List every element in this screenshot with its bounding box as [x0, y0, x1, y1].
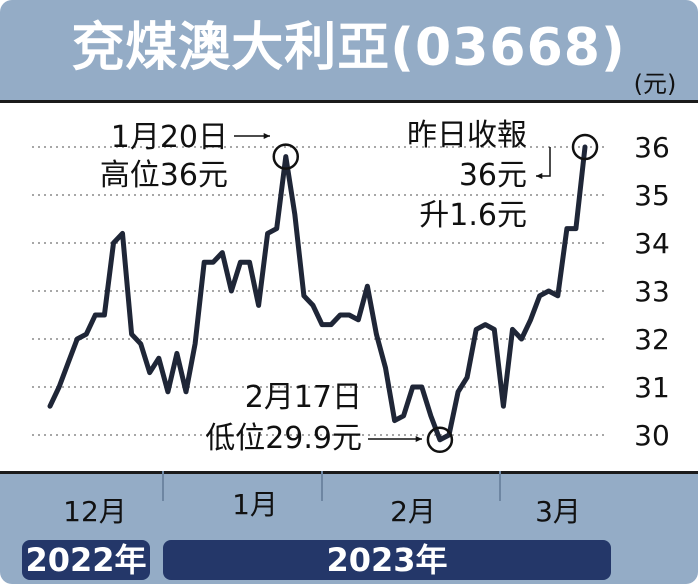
low-arrow-head — [415, 435, 422, 443]
y-tick-33: 33 — [634, 275, 670, 308]
x-label-dec: 12月 — [63, 495, 127, 528]
y-tick-31: 31 — [634, 371, 670, 404]
low-marker — [426, 426, 454, 454]
price-line — [47, 144, 588, 443]
year-bar-2023: 2023年 — [163, 540, 611, 580]
y-tick-32: 32 — [634, 323, 670, 356]
close-marker — [571, 133, 599, 161]
close-label-price: 36元 — [459, 158, 527, 193]
chart-title: 兗煤澳大利亞(03668) — [72, 18, 626, 78]
month-separators — [162, 471, 501, 501]
low-label-date: 2月17日 — [245, 380, 362, 415]
y-tick-34: 34 — [634, 227, 670, 260]
x-label-mar: 3月 — [535, 495, 581, 528]
y-tick-30: 30 — [634, 419, 670, 452]
close-arrow — [536, 147, 551, 177]
y-tick-35: 35 — [634, 179, 670, 212]
close-label-change: 升1.6元 — [419, 198, 527, 233]
y-tick-36: 36 — [634, 131, 670, 164]
close-label-title: 昨日收報 — [407, 118, 527, 153]
high-arrow-head — [263, 132, 270, 140]
high-label-price: 高位36元 — [100, 158, 228, 193]
high-label-date: 1月20日 — [111, 120, 228, 155]
low-label-price: 低位29.9元 — [205, 421, 362, 456]
x-label-feb: 2月 — [390, 495, 436, 528]
plot-area: 30 31 32 33 34 35 36 1月20日 高位36元 2月17日低位29.9元 昨日收報… — [0, 100, 698, 474]
y-axis-unit: (元) — [633, 70, 677, 98]
close-arrow-head — [536, 172, 543, 180]
high-marker — [272, 143, 300, 170]
x-label-jan: 1月 — [232, 488, 278, 521]
year-bar-2022: 2022年 — [22, 540, 150, 580]
